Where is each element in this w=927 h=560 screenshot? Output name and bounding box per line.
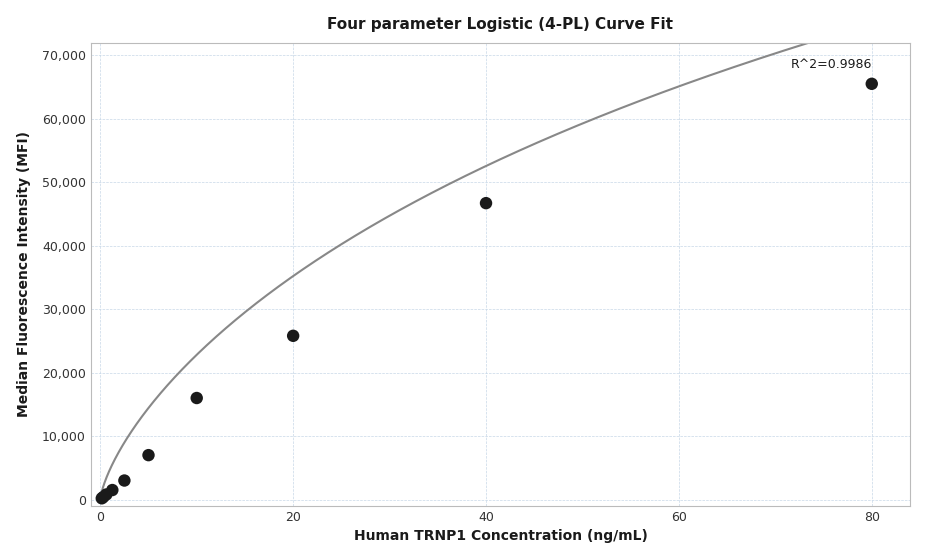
Point bbox=[286, 332, 300, 340]
X-axis label: Human TRNP1 Concentration (ng/mL): Human TRNP1 Concentration (ng/mL) bbox=[353, 529, 647, 543]
Point bbox=[478, 199, 493, 208]
Point bbox=[117, 476, 132, 485]
Y-axis label: Median Fluorescence Intensity (MFI): Median Fluorescence Intensity (MFI) bbox=[17, 131, 31, 417]
Point bbox=[95, 494, 109, 503]
Point bbox=[95, 493, 110, 502]
Text: R^2=0.9986: R^2=0.9986 bbox=[791, 58, 871, 72]
Point bbox=[864, 80, 879, 88]
Title: Four parameter Logistic (4-PL) Curve Fit: Four parameter Logistic (4-PL) Curve Fit bbox=[327, 17, 674, 32]
Point bbox=[99, 490, 114, 499]
Point bbox=[141, 451, 156, 460]
Point bbox=[189, 394, 204, 403]
Point bbox=[105, 486, 120, 494]
